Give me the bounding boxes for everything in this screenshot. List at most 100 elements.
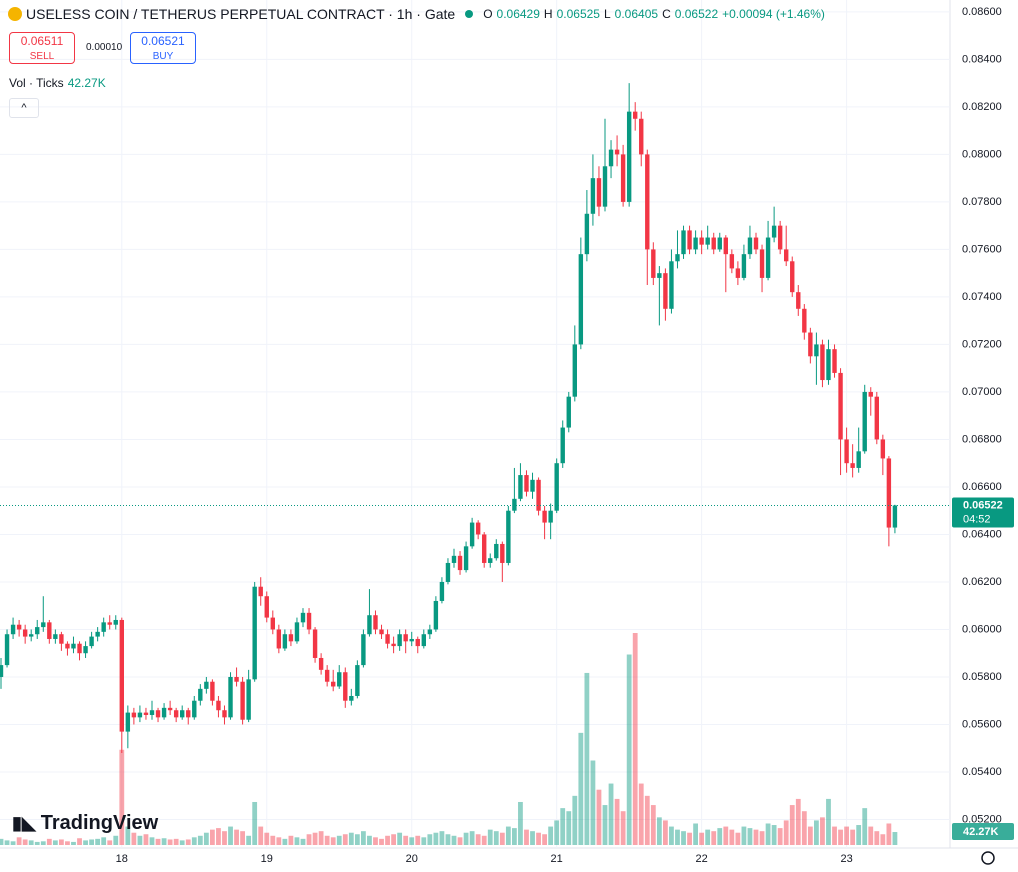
x-tick-label: 19 xyxy=(261,853,273,865)
volume-legend: Vol · Ticks 42.27K xyxy=(9,76,106,90)
volume-bar xyxy=(771,825,777,845)
volume-bar xyxy=(814,820,819,845)
y-tick-label: 0.07000 xyxy=(962,386,1002,398)
volume-bar xyxy=(650,805,656,845)
volume-bar xyxy=(83,840,88,845)
candle-body xyxy=(451,555,457,563)
candle-body xyxy=(252,586,257,680)
candle-body xyxy=(560,427,565,464)
x-tick-label: 21 xyxy=(551,853,563,865)
volume-bar xyxy=(590,760,596,845)
candle-body xyxy=(784,249,789,262)
candle-body xyxy=(180,710,185,718)
volume-bar xyxy=(626,654,632,845)
volume-bar xyxy=(34,841,40,845)
candle-body xyxy=(741,254,747,278)
legend: USELESS COIN / TETHERUS PERPETUAL CONTRA… xyxy=(8,6,825,22)
candle-body xyxy=(747,237,753,255)
volume-bar xyxy=(789,805,795,845)
candle-body xyxy=(83,646,88,654)
volume-bar xyxy=(729,829,735,845)
y-tick-label: 0.06800 xyxy=(962,433,1002,445)
volume-bar xyxy=(795,798,801,845)
volume-bar xyxy=(620,811,626,845)
volume-bar xyxy=(880,834,886,845)
candle-body xyxy=(790,261,795,293)
candle-body xyxy=(500,543,505,563)
volume-bar xyxy=(288,835,294,845)
candle-body xyxy=(59,634,64,644)
volume-bar xyxy=(119,749,125,845)
volume-bar xyxy=(518,801,523,845)
volume-bar xyxy=(10,841,16,845)
candle-body xyxy=(234,676,239,682)
candle-body xyxy=(832,349,837,373)
settings-icon[interactable] xyxy=(981,851,995,865)
volume-bar xyxy=(143,834,149,845)
candle-body xyxy=(210,681,215,701)
candle-body xyxy=(687,230,692,250)
volume-bar xyxy=(228,826,233,845)
candle-body xyxy=(862,391,867,452)
candle-body xyxy=(735,268,741,278)
y-tick-label: 0.08600 xyxy=(962,6,1002,18)
volume-bar xyxy=(578,732,584,845)
volume-bar xyxy=(487,829,493,845)
volume-bar xyxy=(306,834,312,845)
volume-bar xyxy=(203,832,209,845)
candle-body xyxy=(554,463,559,511)
status-dot xyxy=(465,10,474,18)
candle-body xyxy=(620,154,626,202)
candle-body xyxy=(300,612,306,623)
candle-body xyxy=(119,619,124,732)
sell-button[interactable]: 0.06511 SELL xyxy=(9,32,75,64)
candle-body xyxy=(868,391,873,397)
volume-bar xyxy=(276,837,282,845)
y-tick-label: 0.05200 xyxy=(962,813,1002,825)
volume-bar xyxy=(499,832,505,845)
candle-body xyxy=(228,676,233,718)
candle-body xyxy=(337,672,342,687)
volume-bar xyxy=(113,835,119,845)
candle-body xyxy=(415,638,420,647)
candle-body xyxy=(101,622,106,632)
volume-bar xyxy=(222,831,227,845)
volume-bar xyxy=(741,826,747,845)
candle-body xyxy=(693,237,698,250)
o-label: O xyxy=(483,7,493,21)
y-tick-label: 0.07200 xyxy=(962,338,1002,350)
volume-bar xyxy=(336,835,342,845)
last-price-label: 0.06522 xyxy=(963,499,1003,511)
volume-bar xyxy=(765,823,771,845)
collapse-button[interactable]: ^ xyxy=(9,98,39,118)
x-tick-label: 22 xyxy=(696,853,708,865)
volume-bar xyxy=(711,831,717,845)
y-tick-label: 0.06000 xyxy=(962,623,1002,635)
candle-body xyxy=(258,586,263,597)
volume-bar xyxy=(560,808,566,845)
candle-body xyxy=(391,643,396,647)
candle-body xyxy=(385,634,390,644)
candle-body xyxy=(820,344,825,381)
candle-body xyxy=(361,634,366,666)
volume-bar xyxy=(403,835,409,845)
volume-bar xyxy=(264,832,270,845)
c-label: C xyxy=(662,7,671,21)
volume-bar xyxy=(602,805,608,845)
candle-body xyxy=(149,710,155,715)
volume-bar xyxy=(530,831,535,845)
candle-body xyxy=(216,700,221,711)
volume-bar xyxy=(693,823,698,845)
volume-bar xyxy=(367,835,372,845)
candle-body xyxy=(723,237,728,255)
volume-bar xyxy=(801,811,807,845)
volume-bar xyxy=(173,838,179,845)
candle-body xyxy=(161,707,167,718)
buy-button[interactable]: 0.06521 BUY xyxy=(130,32,196,64)
volume-bar xyxy=(687,832,692,845)
candle-body xyxy=(663,273,668,309)
volume-bar xyxy=(391,834,396,845)
candle-body xyxy=(318,657,324,670)
candle-body xyxy=(675,254,680,262)
volume-bar xyxy=(167,839,173,845)
